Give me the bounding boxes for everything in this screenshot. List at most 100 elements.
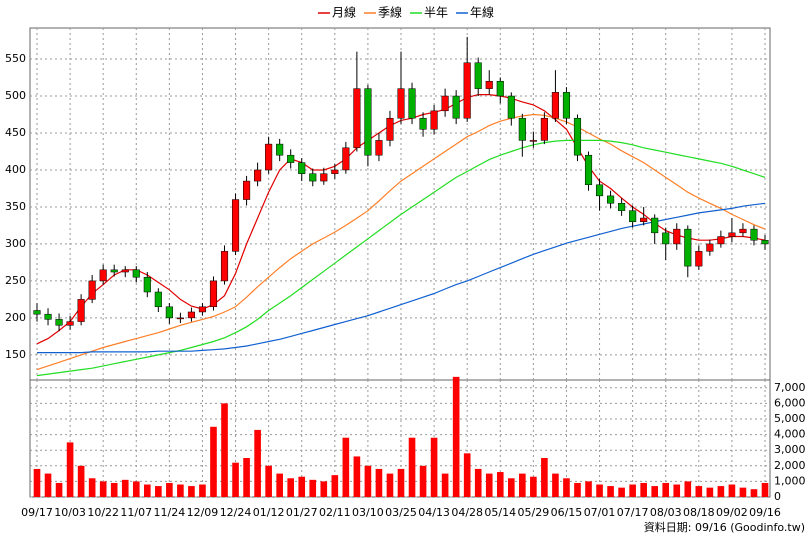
candle-body xyxy=(485,80,493,89)
volume-bar xyxy=(519,473,526,497)
volume-bar xyxy=(695,486,703,497)
volume-bar xyxy=(507,478,515,497)
candle-body xyxy=(618,203,626,211)
volume-bar xyxy=(463,453,471,497)
volume-bar xyxy=(662,482,670,497)
volume-bar xyxy=(651,486,659,497)
volume-bar xyxy=(607,486,614,497)
candle-body xyxy=(176,317,184,320)
candle-body xyxy=(452,95,460,119)
volume-bar xyxy=(99,481,107,497)
candle-body xyxy=(44,313,52,320)
candle-body xyxy=(220,251,229,282)
volume-bar xyxy=(530,476,537,497)
candle-body xyxy=(309,173,317,182)
volume-bar xyxy=(232,462,239,497)
candle-body xyxy=(695,251,703,267)
candle-body xyxy=(165,306,173,319)
y2-tick-label: 6,000 xyxy=(774,396,806,409)
volume-bar xyxy=(419,465,427,497)
legend-label: 年線 xyxy=(470,5,494,20)
volume-bar xyxy=(430,437,438,497)
candle-body xyxy=(386,117,394,141)
candle-body xyxy=(132,269,140,278)
candle-body xyxy=(518,117,526,141)
volume-bar xyxy=(121,479,129,497)
volume-bar xyxy=(474,468,482,497)
x-tick-label: 06/15 xyxy=(551,506,583,519)
candle-body xyxy=(198,306,207,313)
candle-body xyxy=(706,243,714,252)
volume-bar xyxy=(629,484,636,497)
x-tick-label: 12/24 xyxy=(220,506,252,519)
volume-bar xyxy=(276,473,283,497)
volume-bar xyxy=(574,482,581,497)
candle-body xyxy=(739,228,747,234)
candle-body xyxy=(673,228,681,245)
volume-bar xyxy=(210,426,217,497)
volume-bar xyxy=(243,458,250,497)
volume-bar xyxy=(452,376,460,497)
x-tick-label: 08/18 xyxy=(683,506,715,519)
x-tick-label: 03/25 xyxy=(385,506,417,519)
volume-bar xyxy=(221,403,228,497)
candle-body xyxy=(529,140,537,142)
volume-bar xyxy=(684,481,692,497)
y-tick-label: 150 xyxy=(5,348,26,361)
candle-body xyxy=(595,184,604,197)
candle-body xyxy=(717,236,725,245)
candle-body xyxy=(243,180,251,200)
candle-body xyxy=(629,210,637,222)
volume-bar xyxy=(44,473,52,497)
candle-body xyxy=(507,95,515,119)
candle-body xyxy=(143,276,151,293)
candle-body xyxy=(562,92,571,119)
volume-bar xyxy=(110,482,118,497)
x-tick-label: 04/13 xyxy=(418,506,450,519)
candle-body xyxy=(121,269,129,273)
volume-bar xyxy=(320,481,328,497)
candle-body xyxy=(607,195,615,204)
y-tick-label: 550 xyxy=(5,52,26,65)
x-tick-label: 10/22 xyxy=(87,506,119,519)
price-panel xyxy=(29,27,771,381)
candle-body xyxy=(99,269,107,282)
volume-bar xyxy=(739,487,747,497)
y-tick-label: 500 xyxy=(5,89,26,102)
volume-bar xyxy=(298,476,306,497)
volume-bar xyxy=(618,487,625,497)
volume-bar xyxy=(188,486,195,497)
x-tick-label: 02/11 xyxy=(319,506,351,519)
legend-label: 半年 xyxy=(424,6,448,20)
x-tick-label: 11/07 xyxy=(120,506,152,519)
volume-bar xyxy=(563,478,570,497)
candle-body xyxy=(750,228,758,241)
x-tick-label: 04/28 xyxy=(451,506,483,519)
volume-bar xyxy=(397,468,405,497)
y-tick-label: 300 xyxy=(5,237,26,250)
volume-bar xyxy=(353,456,361,497)
candle-body xyxy=(430,110,438,130)
y-tick-label: 400 xyxy=(5,163,26,176)
candle-body xyxy=(573,117,582,156)
volume-bar xyxy=(761,482,769,497)
y2-tick-label: 3,000 xyxy=(774,443,806,456)
volume-bar xyxy=(541,458,548,497)
volume-bar xyxy=(706,487,714,497)
candle-body xyxy=(640,217,648,222)
y2-tick-label: 5,000 xyxy=(774,412,806,425)
candle-body xyxy=(231,199,240,252)
x-tick-label: 05/14 xyxy=(484,506,516,519)
candle-body xyxy=(761,239,769,245)
candle-body xyxy=(474,62,482,89)
y2-tick-label: 7,000 xyxy=(774,381,806,394)
candle-body xyxy=(298,162,306,174)
volume-bar xyxy=(331,475,339,497)
volume-bar xyxy=(265,465,272,497)
x-tick-label: 03/10 xyxy=(352,506,384,519)
x-tick-label: 08/03 xyxy=(650,506,682,519)
footer-note: 資料日期: 09/16 (Goodinfo.tw) xyxy=(644,520,805,534)
volume-bar xyxy=(309,479,317,497)
volume-bar xyxy=(485,473,493,497)
